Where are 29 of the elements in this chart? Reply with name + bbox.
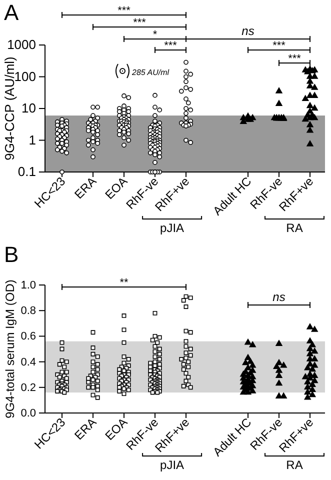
y-tick-label: 1.0	[20, 280, 36, 292]
y-tick-label: 0.6	[20, 330, 36, 343]
y-tick-label: 10	[22, 100, 36, 116]
y-tick-label: 0.8	[20, 305, 36, 318]
annotation: ***	[272, 40, 286, 52]
chart-title: B	[4, 242, 19, 267]
annotation: ns	[272, 290, 286, 304]
text: pJIA	[160, 221, 184, 235]
text: RA	[286, 221, 303, 235]
y-tick-label: 100	[14, 68, 36, 84]
annotation: ***	[164, 40, 178, 52]
text: ns	[242, 24, 254, 38]
text: ***	[118, 5, 132, 17]
annotation: ***	[288, 53, 302, 65]
chart-title: A	[4, 0, 19, 25]
text: *	[152, 29, 158, 41]
y-tick-label: 1	[28, 132, 36, 148]
y-tick-label: 0.4	[20, 356, 36, 368]
text: RA	[286, 458, 303, 472]
y-tick-label: 0.0	[20, 408, 36, 420]
y-tick-label: 0.2	[20, 382, 36, 394]
y-axis-title: 9G4-total serum IgM (OD)	[3, 280, 17, 418]
y-axis-title: 9G4-CCP (AU/ml)	[2, 56, 17, 160]
text: pJIA	[160, 458, 184, 472]
text: ***	[133, 17, 147, 29]
y-tick-label: 1000	[7, 37, 36, 52]
annotation: 285 AU/ml	[131, 68, 170, 77]
annotation: **	[120, 277, 129, 289]
y-tick-label: 0.1	[18, 164, 36, 180]
